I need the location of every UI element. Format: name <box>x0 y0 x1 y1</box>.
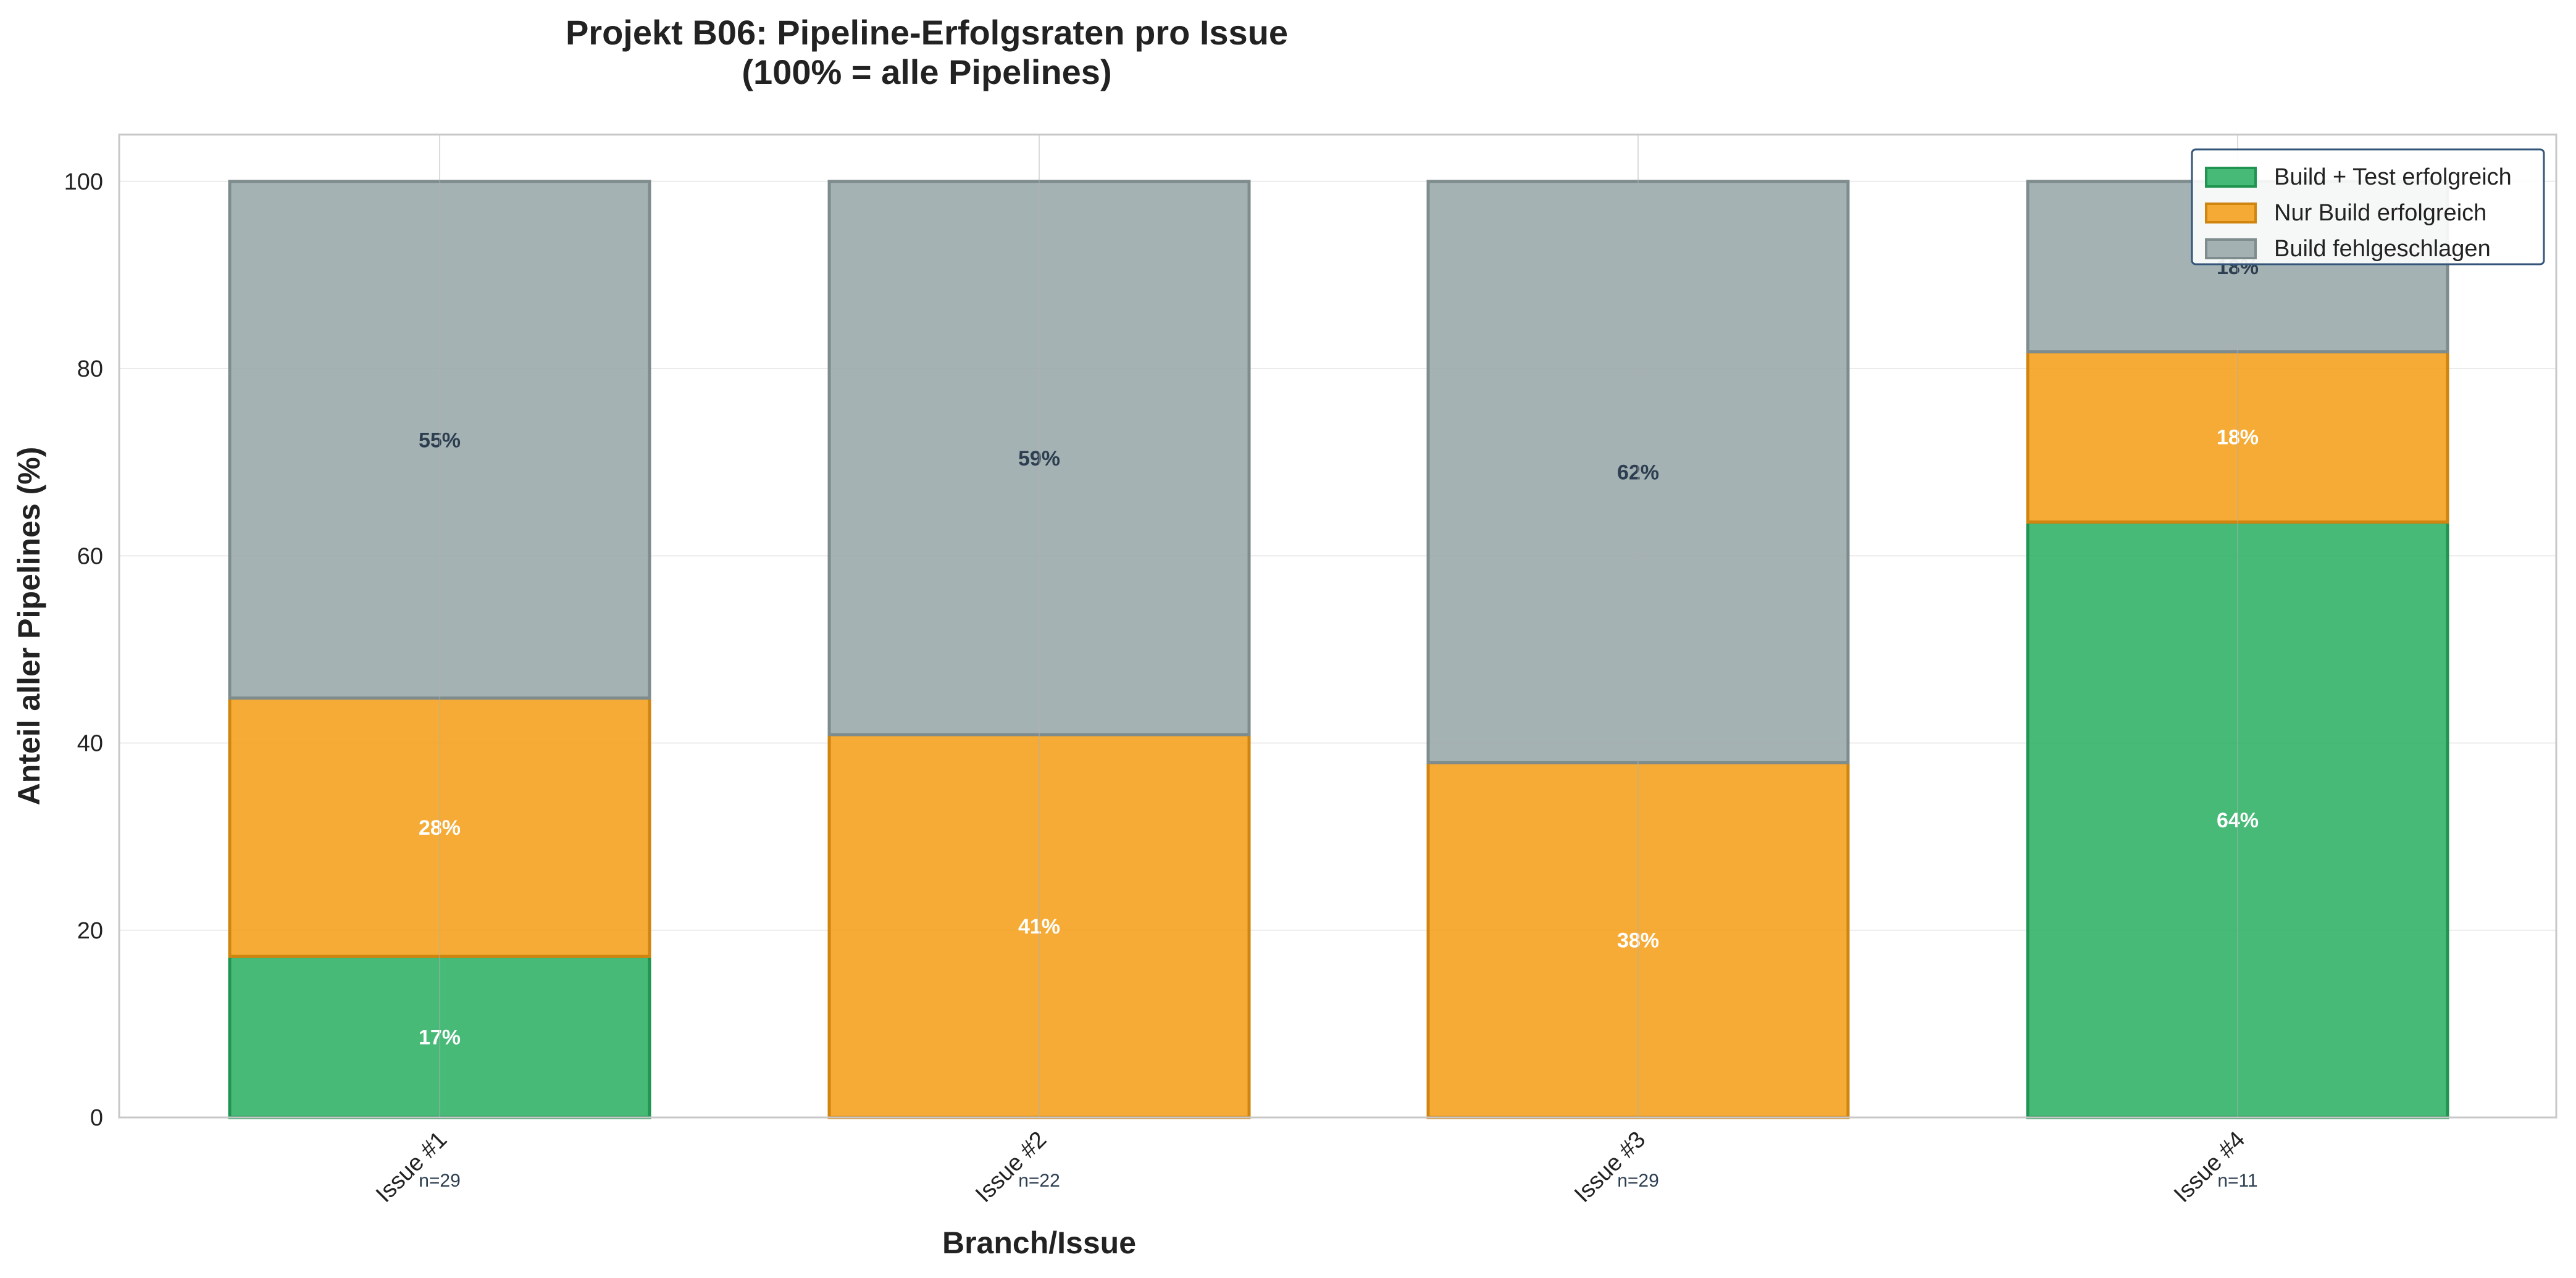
legend-label: Build fehlgeschlagen <box>2274 236 2491 262</box>
x-tick-label: Issue #2 <box>971 1127 1052 1208</box>
legend-swatch <box>2205 167 2257 188</box>
legend-label: Build + Test erfolgreich <box>2274 164 2512 190</box>
legend-frame <box>2191 148 2545 265</box>
chart-title: Projekt B06: Pipeline-Erfolgsraten pro I… <box>566 13 1288 52</box>
bar-segment <box>228 180 651 700</box>
data-labels: 17%64%28%41%38%18%55%59%62%18% <box>419 135 2259 1117</box>
y-tick-label: 100 <box>64 169 103 195</box>
bar-segment <box>2026 520 2449 1119</box>
segment-value-label: 59% <box>1018 447 1060 470</box>
bars <box>228 180 2449 1119</box>
bar-segment <box>1426 180 1850 764</box>
segment-value-label: 64% <box>2217 809 2259 832</box>
x-axis-label: Branch/Issue <box>942 1226 1136 1260</box>
bar-segment <box>2026 350 2449 524</box>
segment-value-label: 18% <box>2217 426 2259 449</box>
chart-subtitle: (100% = alle Pipelines) <box>742 52 1111 91</box>
y-tick-label: 40 <box>77 731 103 757</box>
segment-value-label: 38% <box>1617 929 1659 953</box>
sample-size-label: n=22 <box>1018 1171 1060 1191</box>
bar-segment <box>1426 761 1850 1119</box>
segment-value-label: 28% <box>419 816 461 840</box>
sample-size-label: n=11 <box>2217 1171 2257 1191</box>
x-tick-label: Issue #3 <box>1570 1127 1650 1208</box>
legend-label: Nur Build erfolgreich <box>2274 200 2486 226</box>
segment-value-label: 62% <box>1617 461 1659 485</box>
segment-value-label: 55% <box>419 428 461 452</box>
y-tick-label: 60 <box>77 543 103 569</box>
segment-value-label: 41% <box>1018 915 1060 938</box>
segment-value-label: 17% <box>419 1026 461 1050</box>
y-tick-label: 0 <box>90 1105 103 1131</box>
sample-size-label: n=29 <box>419 1171 461 1191</box>
legend-swatch <box>2205 238 2257 259</box>
bar-segment <box>827 180 1251 737</box>
y-tick-label: 20 <box>77 918 103 944</box>
legend: Build + Test erfolgreich Nur Build erfolg… <box>2191 148 2545 265</box>
y-tick-label: 80 <box>77 356 103 382</box>
bar-segment <box>228 696 651 958</box>
x-tick-label: Issue #4 <box>2169 1127 2250 1208</box>
sample-size-label: n=29 <box>1617 1171 1659 1191</box>
plot-frame <box>118 133 2557 1119</box>
x-tick-label: Issue #1 <box>371 1127 452 1208</box>
legend-swatch <box>2205 203 2257 223</box>
y-axis-label: Anteil aller Pipelines (%) <box>12 447 46 806</box>
